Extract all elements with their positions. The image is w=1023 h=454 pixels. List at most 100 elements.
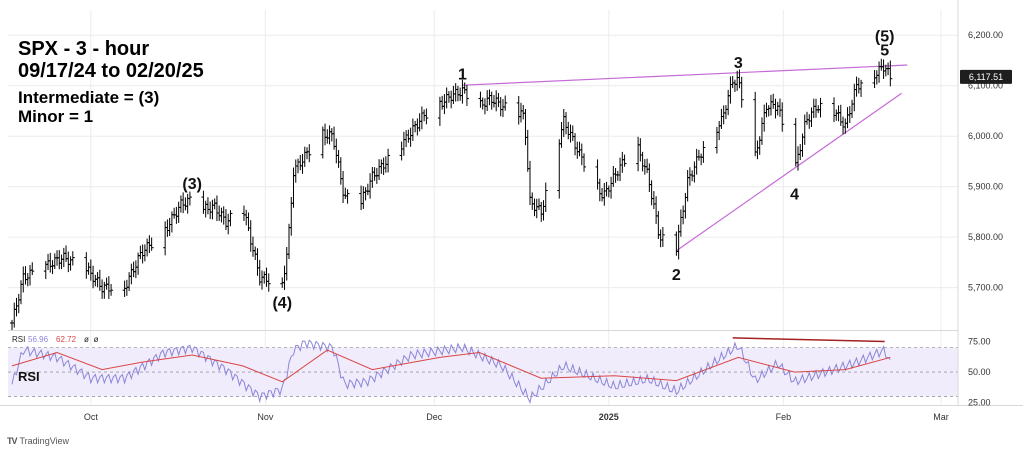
price-bar-36: [91, 265, 96, 289]
price-bar-149: [345, 189, 350, 204]
price-bar-17: [48, 252, 53, 273]
price-bar-196: [451, 85, 456, 104]
price-bar-387: [881, 59, 886, 79]
price-bar-353: [804, 111, 809, 125]
price-bar-156: [361, 186, 366, 209]
price-bar-181: [417, 113, 422, 132]
price-bar-22: [59, 254, 64, 270]
price-bar-286: [654, 196, 659, 224]
price-bar-123: [287, 223, 292, 260]
price-tick-3: 5,900.00: [968, 182, 1003, 192]
price-bar-331: [755, 140, 760, 160]
price-bar-182: [419, 106, 424, 130]
tradingview-logo[interactable]: TV TradingView: [7, 436, 69, 446]
price-bar-340: [775, 101, 780, 116]
price-bar-5: [21, 266, 26, 293]
rsi-title: RSI: [18, 369, 40, 384]
price-bar-40: [100, 279, 105, 299]
price-tick-2: 6,000.00: [968, 131, 1003, 141]
last-price-label: 6,117.51: [969, 72, 1003, 82]
price-bar-298: [681, 205, 686, 225]
price-bar-217: [498, 96, 503, 117]
price-bar-155: [359, 185, 364, 211]
price-bar-125: [291, 167, 296, 208]
price-bar-342: [780, 102, 785, 132]
price-tick-5: 5,700.00: [968, 283, 1003, 293]
price-bar-92: [217, 205, 222, 221]
price-bar-374: [852, 83, 857, 112]
price-bar-234: [536, 198, 541, 211]
price-bar-126: [293, 159, 298, 183]
price-bar-390: [888, 60, 893, 87]
price-bar-89: [210, 199, 215, 220]
price-bar-304: [694, 148, 699, 175]
wave-label-4: 3: [734, 55, 743, 72]
price-bar-202: [464, 84, 469, 106]
rsi-header-value-0: 56.96: [28, 335, 49, 344]
price-bar-306: [699, 153, 704, 166]
price-bar-282: [645, 158, 650, 174]
price-bar-97: [228, 210, 233, 227]
price-bar-288: [658, 229, 663, 248]
price-bar-283: [647, 163, 652, 193]
rsi-header-label: RSI: [12, 335, 25, 344]
time-tick-2: Dec: [426, 412, 443, 422]
price-bar-4: [19, 280, 24, 305]
price-bar-371: [845, 107, 850, 129]
price-bar-336: [766, 105, 771, 117]
price-bar-285: [651, 191, 656, 210]
price-bar-365: [832, 97, 837, 123]
price-bar-3: [16, 293, 21, 314]
price-bar-322: [735, 70, 740, 91]
price-bar-159: [368, 173, 373, 199]
price-bar-348: [793, 118, 798, 167]
price-bar-121: [282, 265, 287, 290]
price-bar-164: [379, 159, 384, 174]
chart-title: SPX - 3 - hour: [18, 38, 150, 60]
price-bar-25: [66, 251, 71, 273]
price-bar-248: [568, 124, 573, 143]
price-bar-249: [570, 125, 575, 142]
price-bar-299: [683, 192, 688, 219]
price-bar-55: [133, 260, 138, 279]
price-bar-316: [721, 105, 726, 125]
price-bar-18: [50, 260, 55, 275]
trendline-1: [676, 92, 902, 252]
price-bar-227: [521, 104, 526, 120]
wave-labels: (3) (4) 1 2 3 4 (5)5: [182, 28, 894, 312]
rsi-header-value-3: ø: [94, 335, 99, 344]
price-bar-167: [386, 148, 391, 173]
price-bar-377: [859, 79, 864, 97]
price-bar-146: [338, 157, 343, 185]
price-bar-296: [676, 224, 681, 260]
price-bar-79: [187, 191, 192, 206]
price-bar-386: [879, 58, 884, 71]
price-bar-305: [696, 149, 701, 161]
price-bar-211: [485, 90, 490, 111]
price-bar-246: [564, 112, 569, 135]
price-bar-289: [660, 226, 665, 247]
price-bar-333: [759, 117, 764, 145]
price-bar-111: [259, 270, 264, 290]
price-bar-74: [176, 201, 181, 223]
price-bar-335: [764, 102, 769, 118]
price-bar-145: [336, 150, 341, 168]
trendline-0: [462, 64, 908, 86]
price-bar-53: [129, 263, 134, 285]
price-bar-271: [620, 151, 625, 173]
price-bar-192: [442, 94, 447, 115]
price-bar-108: [253, 246, 258, 260]
time-tick-5: Mar: [933, 412, 949, 422]
grid-lines: [8, 10, 958, 405]
price-tick-4: 5,800.00: [968, 232, 1003, 242]
price-bar-358: [816, 105, 821, 114]
price-bar-41: [102, 281, 107, 299]
wave-label-6: (5): [875, 28, 895, 45]
trendlines: [462, 64, 908, 252]
price-bar-300: [685, 170, 690, 202]
price-bar-34: [86, 262, 91, 275]
price-bar-109: [255, 248, 260, 276]
price-bar-114: [266, 273, 271, 292]
price-bar-1: [12, 302, 17, 328]
